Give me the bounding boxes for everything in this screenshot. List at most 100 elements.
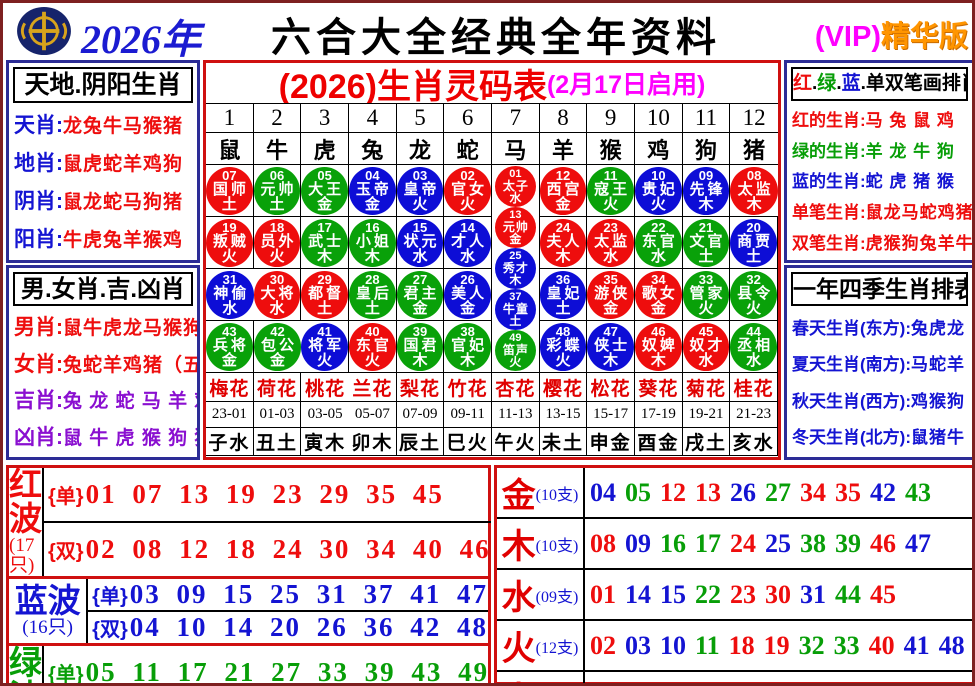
element-number: 02 bbox=[590, 630, 616, 660]
zodiac-ball: 04 玉帝金 bbox=[349, 166, 396, 215]
element-number: 48 bbox=[938, 630, 965, 660]
ball-cell: 33 管家火 bbox=[682, 269, 731, 321]
ball-name: 侠士 bbox=[594, 337, 631, 354]
zodiac-ball: 12 西宫金 bbox=[539, 166, 587, 215]
ball-element: 水 bbox=[222, 300, 238, 317]
zodiac-row: 春天生肖(东方):兔虎龙 bbox=[792, 314, 967, 339]
ball-number: 42 bbox=[270, 324, 285, 339]
ball-cell: 39 国君木 bbox=[396, 321, 445, 373]
vip-suffix: 精华版 bbox=[880, 21, 968, 53]
earthly-branch: 亥水 bbox=[730, 428, 778, 456]
zodiac-ball: 49 笛声火 bbox=[494, 330, 536, 371]
ball-number: 06 bbox=[269, 168, 285, 183]
zodiac-ball: 36 皇妃土 bbox=[539, 270, 587, 319]
element-char: 木 bbox=[501, 528, 536, 566]
ball-element: 火 bbox=[221, 248, 237, 265]
table-title-bar: (2026)生肖灵码表 (2月17日启用) bbox=[206, 63, 778, 104]
zodiac-ball: 43 兵将金 bbox=[206, 322, 253, 371]
wave-row: {单} 05 11 17 21 27 33 39 43 49 bbox=[44, 646, 489, 686]
ball-cell: 03 皇帝火 bbox=[396, 165, 445, 217]
ball-number: 37 bbox=[509, 291, 522, 303]
time-range: 19-21 bbox=[682, 402, 731, 428]
ball-cell: 12 西宫金 bbox=[539, 165, 588, 217]
ball-name: 文官 bbox=[689, 233, 726, 250]
element-number: 06 bbox=[590, 682, 616, 684]
ball-element: 木 bbox=[650, 352, 666, 369]
ball-number: 41 bbox=[317, 324, 332, 339]
wave-group: 红波 (17只) {单} 01 07 13 19 23 29 35 45 {双} 02 0… bbox=[6, 465, 491, 579]
ball-element: 火 bbox=[509, 355, 522, 369]
element-number: 29 bbox=[765, 682, 791, 684]
ball-number: 14 bbox=[460, 220, 475, 235]
zodiac-ball: 27 君主金 bbox=[396, 270, 444, 319]
animal-name: 兔 bbox=[349, 133, 397, 165]
element-number: 44 bbox=[835, 579, 861, 609]
ball-number: 02 bbox=[460, 168, 475, 183]
element-number: 26 bbox=[730, 477, 756, 507]
wave-row: {单} 03 09 15 25 31 37 41 47 bbox=[88, 579, 488, 610]
element-number: 01 bbox=[590, 579, 616, 609]
row-value: 鸡猴狗 bbox=[910, 391, 965, 411]
panel-title: 男.女肖.吉.凶肖 bbox=[13, 272, 193, 306]
zodiac-row: 红的生肖:马 兔 鼠 鸡 bbox=[792, 106, 967, 131]
odd-even-tag: {单} bbox=[92, 586, 128, 608]
ball-cell: 32 县令火 bbox=[730, 269, 778, 321]
ball-element: 木 bbox=[364, 248, 380, 265]
flower-name: 樱花 bbox=[539, 373, 588, 402]
flower-name: 桂花 bbox=[730, 373, 778, 402]
ball-cell: 41 将军火 bbox=[301, 321, 349, 373]
row-value: 虎猴狗兔羊牛 bbox=[865, 234, 972, 254]
ball-name: 秀才 bbox=[502, 261, 529, 275]
ball-cell: 24 夫人木 bbox=[539, 217, 588, 269]
element-number: 34 bbox=[800, 477, 826, 507]
earthly-branch: 辰土 bbox=[396, 428, 445, 456]
ball-element: 火 bbox=[364, 352, 380, 369]
zodiac-ball: 46 奴婢木 bbox=[635, 322, 682, 371]
flower-name: 兰花 bbox=[349, 373, 397, 402]
panel-rows: 天肖:龙兔牛马猴猪 地肖:鼠虎蛇羊鸡狗 阴肖:鼠龙蛇马狗猪 阳肖:牛虎兔羊猴鸡 bbox=[9, 105, 197, 257]
ball-cell: 11 寇王火 bbox=[587, 165, 635, 217]
element-number: 36 bbox=[800, 682, 826, 684]
zodiac-ball: 22 东官水 bbox=[635, 218, 682, 267]
element-number: 30 bbox=[765, 579, 791, 609]
element-number: 04 bbox=[590, 477, 616, 507]
ball-number: 49 bbox=[509, 332, 522, 344]
ball-name: 状元 bbox=[403, 233, 440, 250]
ball-cell: 27 君主金 bbox=[396, 269, 445, 321]
earthly-branch: 未土 bbox=[539, 428, 588, 456]
table-subtitle: (2月17日启用) bbox=[546, 71, 706, 99]
wave-group: 绿波(16只){单}05 11 17 21 27 33 39 43 49{双}0… bbox=[6, 646, 491, 686]
odd-even-tag: {单} bbox=[48, 486, 84, 508]
ball-name: 叛贼 bbox=[212, 233, 249, 250]
zodiac-ball: 39 国君木 bbox=[396, 322, 444, 371]
panel-rows: 红的生肖:马 兔 鼠 鸡绿的生肖:羊 龙 牛 狗蓝的生肖:蛇 虎 猪 猴单笔生肖… bbox=[787, 103, 972, 257]
flower-name: 松花 bbox=[587, 373, 635, 402]
ball-name: 国君 bbox=[403, 337, 440, 354]
ball-number: 29 bbox=[317, 272, 332, 287]
ball-element: 木 bbox=[509, 273, 522, 287]
element-number: 17 bbox=[695, 528, 721, 558]
ball-number: 22 bbox=[651, 220, 666, 235]
odd-even-tag: {单} bbox=[48, 664, 84, 686]
element-number: 18 bbox=[728, 630, 755, 660]
zodiac-ball: 41 将军火 bbox=[301, 322, 348, 371]
zodiac-ball: 26 美人金 bbox=[444, 270, 491, 319]
flower-name: 葵花 bbox=[635, 373, 683, 402]
ball-element: 土 bbox=[555, 300, 571, 317]
ball-name: 元帅 bbox=[502, 220, 529, 234]
wave-label: 绿波(16只) bbox=[9, 646, 44, 683]
zodiac-ball: 32 县令火 bbox=[730, 270, 777, 319]
ball-name: 神偷 bbox=[213, 285, 250, 302]
ball-number: 23 bbox=[603, 220, 618, 235]
vip-label: (VIP) bbox=[814, 21, 881, 53]
earthly-branch: 巳火 bbox=[444, 428, 492, 456]
ball-name: 东官 bbox=[355, 337, 392, 354]
row-value: 牛虎兔羊猴鸡 bbox=[63, 230, 184, 251]
column7-stack: 01 太子水 13 元帅金 25 秀才木 37 牛童土 49 笛声火 bbox=[492, 165, 540, 373]
ball-element: 木 bbox=[412, 352, 428, 369]
row-value: 蛇 虎 猪 猴 bbox=[865, 172, 955, 192]
column-number: 7 bbox=[492, 104, 540, 133]
element-number: 35 bbox=[835, 477, 861, 507]
time-range: 21-23 bbox=[730, 402, 778, 428]
